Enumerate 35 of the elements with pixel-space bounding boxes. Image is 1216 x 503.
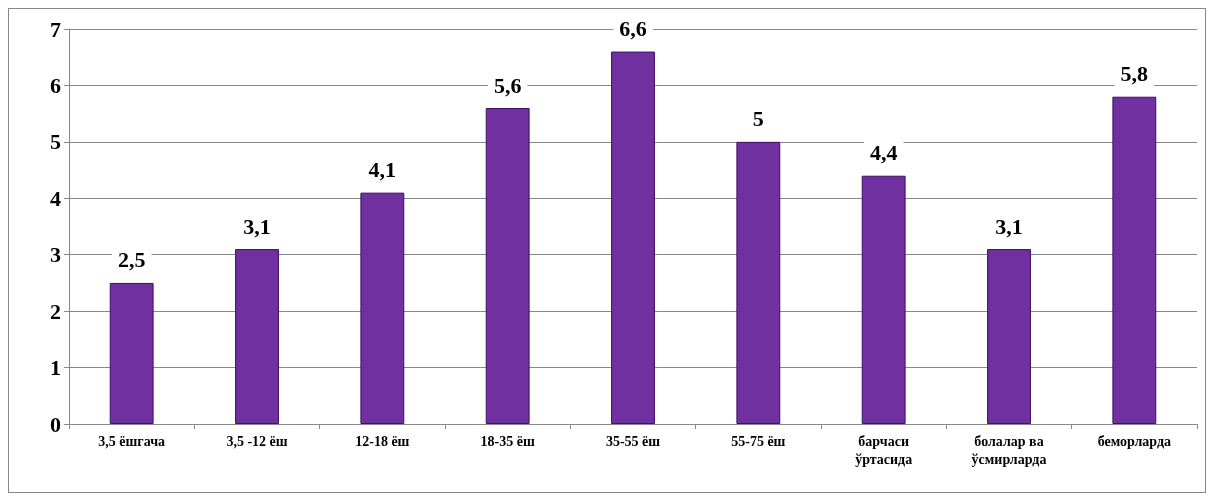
y-tick-label: 6 <box>50 72 61 98</box>
x-tick-label: 18-35 ёш <box>480 433 535 449</box>
bar <box>611 51 655 424</box>
bar <box>360 192 405 424</box>
bar <box>235 249 279 424</box>
bar <box>109 282 154 424</box>
y-tick-label: 4 <box>50 185 61 211</box>
y-tick-label: 2 <box>50 298 61 324</box>
y-tick-label: 3 <box>50 242 61 268</box>
bar <box>1112 96 1157 424</box>
y-tick-label: 7 <box>50 16 61 42</box>
x-tick-label: 3,5 ёшгача <box>98 433 166 449</box>
data-label: 3,1 <box>243 213 271 239</box>
y-tick-label: 5 <box>50 129 61 155</box>
y-tick-label: 0 <box>50 411 61 437</box>
bar <box>736 141 781 424</box>
x-tick-label: беморларда <box>1097 433 1172 449</box>
data-label: 5,8 <box>1120 61 1149 87</box>
data-label: 3,1 <box>995 213 1023 239</box>
bar <box>485 108 530 424</box>
data-label: 4,1 <box>368 157 397 183</box>
x-tick-label: 3,5 -12 ёш <box>226 433 288 449</box>
data-label: 6,6 <box>619 16 647 42</box>
x-tick-label: болалар ва ўсмирларда <box>971 433 1047 467</box>
data-label: 4,4 <box>869 140 898 166</box>
bar <box>861 175 906 424</box>
data-label: 5,6 <box>493 72 522 98</box>
bar <box>987 249 1031 424</box>
y-tick-label: 1 <box>50 355 61 381</box>
x-tick-label: 12-18 ёш <box>355 433 410 449</box>
data-label: 2,5 <box>117 247 146 273</box>
x-tick-label: барчаси ўртасида <box>855 433 913 467</box>
data-label: 5 <box>752 106 764 132</box>
x-tick-label: 35-55 ёш <box>605 433 661 449</box>
x-tick-label: 55-75 ёш <box>731 433 786 449</box>
